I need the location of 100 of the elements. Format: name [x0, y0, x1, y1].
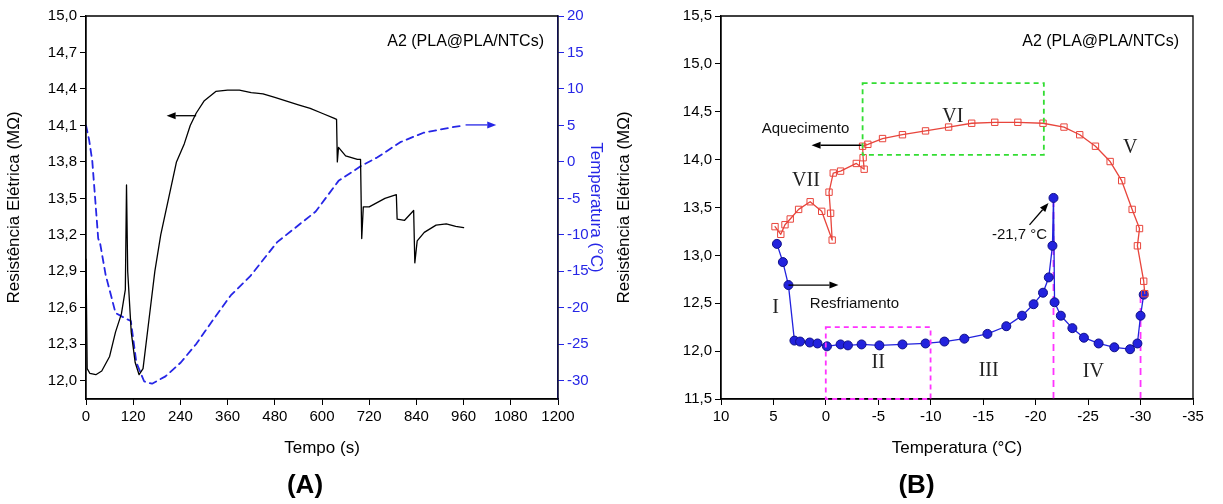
point [771, 238, 782, 249]
y2-tick-label: 20 [567, 6, 584, 24]
x-tick-label: 720 [356, 407, 382, 425]
x-tick-label: -30 [1129, 407, 1152, 425]
point [939, 336, 950, 347]
y-tick-label: 15,0 [682, 54, 712, 72]
x-tick-label: 840 [403, 407, 429, 425]
text: (B) [898, 469, 935, 500]
point [818, 207, 826, 216]
x-tick-label: -5 [871, 407, 886, 425]
point [777, 230, 785, 238]
point [1001, 321, 1012, 332]
point [860, 165, 868, 173]
annotation: II [871, 350, 885, 373]
annotation: Resfriamento [809, 294, 900, 312]
x-tick-label: 0 [81, 407, 91, 425]
x-tick-label: 600 [309, 407, 335, 425]
y2-tick-label: -15 [567, 261, 589, 279]
annotation: A2 (PLA@PLA/NTCs) [387, 32, 544, 50]
annotation: VI [942, 103, 964, 126]
point [856, 339, 867, 350]
annotation: Aquecimento [761, 119, 850, 137]
y2-tick-label: 5 [567, 115, 576, 133]
point [944, 123, 953, 131]
point [1132, 338, 1143, 349]
x-tick-label: 120 [120, 407, 146, 425]
point [1039, 119, 1047, 127]
point [786, 215, 794, 223]
point [897, 339, 908, 350]
y-tick-label: 15,0 [47, 6, 77, 24]
x-axis-title: Tempo (s) [284, 438, 360, 458]
point [991, 118, 999, 126]
point [826, 209, 835, 217]
point [1038, 287, 1049, 298]
x-axis-title: Temperatura (°C) [891, 438, 1023, 458]
point [1106, 157, 1114, 166]
y-tick-label: 12,0 [682, 341, 712, 359]
y-tick-label: 14,0 [682, 149, 712, 167]
annotation: V [1123, 135, 1138, 158]
x-tick-label: 0 [821, 407, 831, 425]
point [920, 338, 931, 349]
point [1091, 142, 1100, 150]
y-tick-label: 13,0 [682, 245, 712, 263]
x-tick-label: 360 [215, 407, 241, 425]
point [1047, 240, 1058, 251]
y2-tick-label: -30 [567, 370, 589, 388]
point [921, 127, 930, 135]
y2-tick-label: -25 [567, 334, 589, 352]
y-tick-label: 12,6 [47, 297, 77, 315]
x-tick-label: 1200 [541, 407, 575, 425]
y2-tick-label: -5 [567, 188, 581, 206]
point [1055, 310, 1066, 321]
y2-tick-label: -10 [567, 225, 589, 242]
point [859, 154, 867, 162]
text: (A) [286, 469, 324, 500]
point [794, 205, 803, 214]
point [1135, 310, 1146, 321]
point [858, 142, 867, 150]
x-tick-label: -15 [972, 407, 995, 425]
y-tick-label: 12,3 [47, 334, 77, 352]
point [1028, 299, 1039, 310]
annotation: III [978, 357, 999, 380]
point [1017, 310, 1028, 321]
point [1135, 224, 1144, 233]
y-tick-label: 13,5 [47, 188, 77, 206]
x-tick-label: 240 [167, 407, 193, 425]
point [828, 236, 836, 244]
point [852, 159, 860, 168]
point [1125, 344, 1136, 355]
point [1117, 177, 1126, 185]
y-tick-label: 14,4 [47, 79, 77, 97]
annotation: VII [792, 167, 820, 190]
y2-axis-title: Temperatura (°C) [587, 142, 607, 273]
y-tick-label: 15,5 [682, 6, 712, 24]
point [781, 221, 789, 229]
y2-tick-label: 0 [567, 152, 576, 170]
y-tick-label: 12,9 [47, 261, 77, 279]
point [1014, 118, 1022, 126]
point [959, 333, 970, 344]
annotation: -21,7 °C [991, 225, 1048, 243]
y-tick-label: 13,8 [47, 152, 77, 170]
point [795, 336, 806, 347]
x-tick-label: -35 [1182, 407, 1204, 425]
point [1043, 272, 1054, 283]
y-axis-title: Resistência Elétrica (MΩ) [3, 111, 23, 304]
point [1048, 192, 1059, 203]
x-tick-label: 480 [262, 407, 288, 425]
point [1067, 323, 1078, 334]
point [1128, 205, 1136, 214]
y2-tick-label: 10 [567, 79, 584, 97]
point [874, 340, 885, 351]
y-tick-label: 11,5 [683, 389, 712, 407]
point [878, 134, 887, 143]
x-tick-label: -10 [919, 407, 942, 425]
point [806, 198, 814, 206]
y-axis-title: Resistência Elétrica (MΩ) [613, 111, 633, 304]
y-tick-label: 14,5 [682, 101, 712, 119]
y-tick-label: 12,5 [682, 293, 712, 311]
point [812, 338, 823, 349]
x-tick-label: 5 [769, 407, 778, 425]
